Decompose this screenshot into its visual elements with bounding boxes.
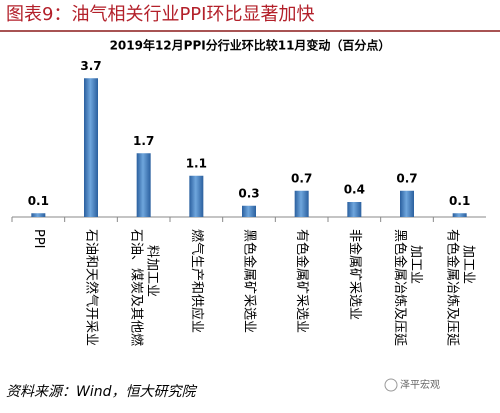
source: 资料来源：Wind，恒大研究院: [6, 384, 197, 400]
bar: [452, 213, 467, 217]
bar: [347, 202, 362, 217]
watermark: 泽平宏观: [400, 378, 440, 391]
chart-title: 2019年12月PPI分行业环比较11月变动（百分点）: [110, 38, 391, 53]
value-label: 0.7: [396, 171, 417, 185]
value-label: 0.3: [238, 186, 259, 200]
bar: [136, 153, 151, 217]
value-label: 1.7: [133, 134, 154, 148]
x-tick-label: PPI: [31, 229, 46, 249]
x-tick-label: 非金属矿采选业: [347, 229, 363, 320]
x-tick-label: 黑色金属矿采选业: [242, 229, 258, 333]
x-tick-label: 有色金属冶炼及压延加工业: [445, 229, 476, 346]
bar: [294, 190, 309, 217]
watermark-icon: [384, 378, 398, 392]
value-label: 3.7: [80, 59, 101, 73]
value-label: 1.1: [186, 156, 207, 170]
value-label: 0.7: [291, 171, 312, 185]
bar: [31, 213, 46, 217]
x-tick-label: 石油、煤炭及其他燃料加工业: [129, 229, 160, 346]
x-tick-label: 燃气生产和供应业: [189, 229, 205, 333]
bar: [400, 190, 414, 217]
value-label: 0.4: [344, 183, 365, 197]
value-label: 0.1: [28, 194, 49, 208]
bar: [84, 78, 98, 217]
x-tick-label: 黑色金属冶炼及压延加工业: [393, 229, 424, 346]
header-title: 图表9：油气相关行业PPI环比显著加快: [6, 4, 314, 25]
x-tick-label: 石油和天然气开采业: [84, 229, 100, 346]
bar: [242, 205, 256, 217]
value-label: 0.1: [449, 194, 470, 208]
bar: [189, 175, 204, 217]
x-tick-label: 有色金属矿采选业: [294, 229, 310, 333]
